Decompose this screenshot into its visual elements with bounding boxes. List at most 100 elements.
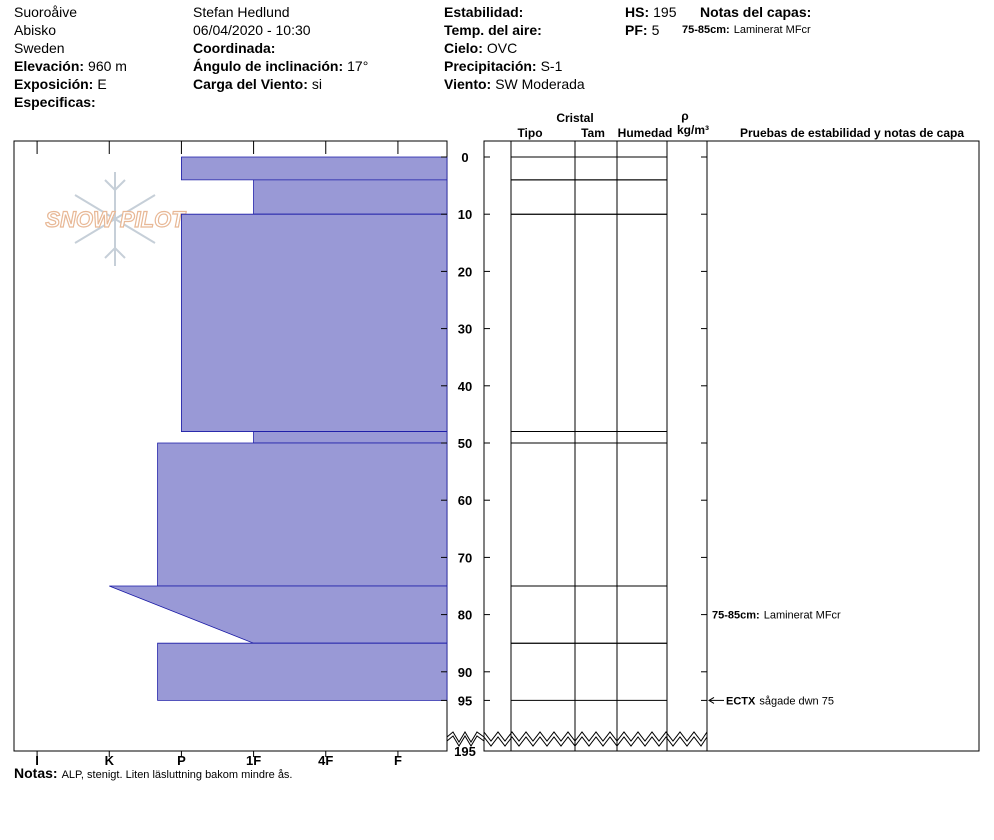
x-tick-label: F <box>394 753 402 768</box>
watermark: SNOW PILOT <box>45 207 186 232</box>
field-label: Precipitación: <box>444 58 537 74</box>
table-frame <box>483 140 980 752</box>
field-label: Coordinada: <box>193 40 275 56</box>
field-label: Notas del capas: <box>700 4 811 20</box>
field-label: Estabilidad: <box>444 4 523 20</box>
field-value: 17° <box>347 58 368 74</box>
header-field: Abisko <box>14 22 56 38</box>
field-value: S-1 <box>541 58 563 74</box>
test-arrowhead <box>708 696 715 704</box>
column-header: Tipo <box>517 126 542 140</box>
break-mark <box>446 731 485 743</box>
y-tick-label: 0 <box>461 150 468 165</box>
field-label: 75-85cm: <box>682 24 730 36</box>
field-value: si <box>312 76 322 92</box>
y-tick-label: 60 <box>458 493 472 508</box>
header-field: Ángulo de inclinación: 17° <box>193 58 368 74</box>
header-field: Estabilidad: <box>444 4 523 20</box>
x-tick-label: 4F <box>318 753 333 768</box>
field-label: Exposición: <box>14 76 93 92</box>
header-field: Viento: SW Moderada <box>444 76 585 92</box>
layer-bar <box>181 213 448 432</box>
field-label: Cielo: <box>444 40 483 56</box>
field-label: PF: <box>625 22 648 38</box>
layer-bar <box>157 642 448 701</box>
header-field: Exposición: E <box>14 76 107 92</box>
header-field: Temp. del aire: <box>444 22 542 38</box>
x-tick-label: 1F <box>246 753 261 768</box>
field-label: Elevación: <box>14 58 84 74</box>
y-tick-label: 90 <box>458 665 472 680</box>
y-tick-label: 70 <box>458 550 472 565</box>
header-field: HS: 195 <box>625 4 677 20</box>
column-header: kg/m³ <box>677 123 709 137</box>
field-value: Suoroåive <box>14 4 77 20</box>
column-header: Pruebas de estabilidad y notas de capa <box>740 126 964 140</box>
layer-note-label: 75-85cm: <box>712 610 760 622</box>
depth-break-label: 195 <box>454 744 476 759</box>
header-field: PF: 5 <box>625 22 660 38</box>
header-field: 75-85cm: Laminerat MFcr <box>682 24 811 36</box>
field-value: E <box>97 76 106 92</box>
field-label: Ángulo de inclinación: <box>193 58 343 74</box>
header-field: Coordinada: <box>193 40 275 56</box>
layer-note: 75-85cm: Laminerat MFcr <box>712 610 841 622</box>
field-label: Especificas: <box>14 94 96 110</box>
break-mark <box>446 735 485 747</box>
field-label: Carga del Viento: <box>193 76 308 92</box>
header-field: Carga del Viento: si <box>193 76 322 92</box>
break-mark <box>483 736 708 747</box>
header-field: Especificas: <box>14 94 96 110</box>
x-tick-label: P <box>177 753 186 768</box>
header-field: Elevación: 960 m <box>14 58 127 74</box>
layer-bar <box>181 156 448 181</box>
header-field: Precipitación: S-1 <box>444 58 563 74</box>
field-value: 960 m <box>88 58 127 74</box>
header-field: Suoroåive <box>14 4 77 20</box>
field-label: Viento: <box>444 76 491 92</box>
y-tick-label: 10 <box>458 207 472 222</box>
field-value: SW Moderada <box>495 76 585 92</box>
x-tick-label: K <box>105 753 115 768</box>
field-value: 5 <box>652 22 660 38</box>
field-label: HS: <box>625 4 649 20</box>
field-value: Abisko <box>14 22 56 38</box>
y-tick-label: 40 <box>458 379 472 394</box>
y-tick-label: 30 <box>458 322 472 337</box>
column-header: ρ <box>681 109 688 123</box>
header-field: Sweden <box>14 40 65 56</box>
header-field: Stefan Hedlund <box>193 4 290 20</box>
layer-bar <box>109 585 448 644</box>
field-label: Temp. del aire: <box>444 22 542 38</box>
break-mark <box>483 731 708 742</box>
column-header: Humedad <box>618 126 673 140</box>
test-label: ECTX <box>726 695 756 707</box>
field-value: 195 <box>653 4 677 20</box>
y-tick-label: 50 <box>458 436 472 451</box>
field-value: Laminerat MFcr <box>734 24 811 36</box>
notes-text: ALP, stenigt. Liten läsluttning bakom mi… <box>62 769 293 781</box>
watermark-flake <box>74 172 156 266</box>
layer-note-text: Laminerat MFcr <box>764 610 841 622</box>
field-value: Stefan Hedlund <box>193 4 290 20</box>
y-tick-label: 95 <box>458 693 472 708</box>
test-result: ECTX sågade dwn 75 <box>726 695 834 707</box>
y-tick-label: 80 <box>458 608 472 623</box>
header-field: 06/04/2020 - 10:30 <box>193 22 311 38</box>
field-value: 06/04/2020 - 10:30 <box>193 22 311 38</box>
test-text: sågade dwn 75 <box>759 695 834 707</box>
y-tick-label: 20 <box>458 264 472 279</box>
x-tick-label: I <box>35 753 39 768</box>
field-value: OVC <box>487 40 517 56</box>
notes: Notas: ALP, stenigt. Liten läsluttning ba… <box>14 765 293 781</box>
column-header: Cristal <box>556 111 593 125</box>
layer-bar <box>157 442 448 587</box>
layer-bar <box>253 431 448 444</box>
header-field: Notas del capas: <box>700 4 811 20</box>
notes-label: Notas: <box>14 765 58 781</box>
layer-bar <box>253 179 448 215</box>
header-field: Cielo: OVC <box>444 40 517 56</box>
field-value: Sweden <box>14 40 65 56</box>
